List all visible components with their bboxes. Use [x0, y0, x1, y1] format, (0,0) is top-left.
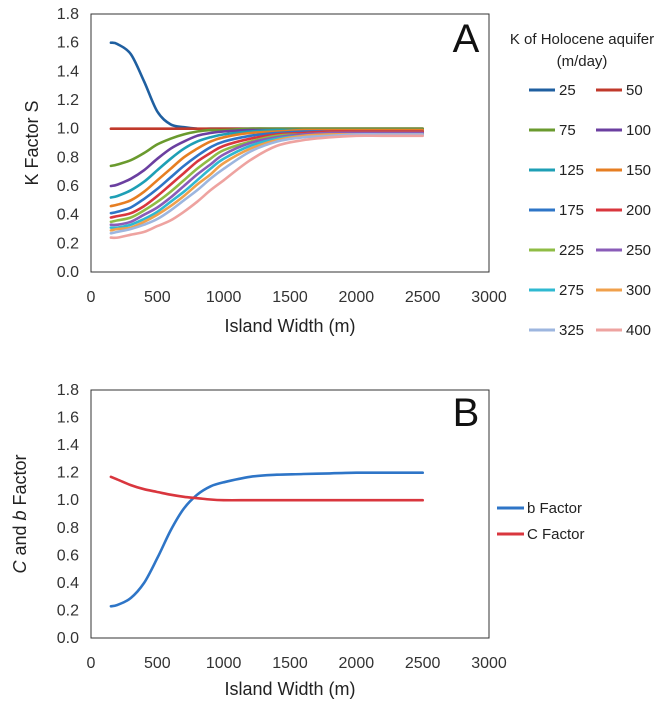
panel-letter-b: B	[453, 391, 480, 435]
x-tick-label: 3000	[471, 655, 507, 672]
y-tick-label: 0.6	[57, 547, 79, 564]
y-tick-label: 0.2	[57, 235, 79, 252]
legend-label: 25	[559, 82, 576, 99]
y-tick-label: 0.4	[57, 575, 79, 592]
x-tick-label: 1500	[272, 289, 308, 306]
legend-label: 250	[626, 242, 651, 259]
series-line-a-200	[109, 130, 424, 219]
series-lines-a	[109, 41, 424, 240]
legend-label: 200	[626, 202, 651, 219]
legend-label: 175	[559, 202, 584, 219]
y-tick-label: 0.0	[57, 264, 79, 281]
y-axis-title-part: and	[10, 520, 30, 560]
legend-label: 325	[559, 322, 584, 339]
y-tick-label: 0.8	[57, 149, 79, 166]
x-axis-title-a: Island Width (m)	[224, 316, 355, 336]
y-tick-label: 1.4	[57, 63, 79, 80]
y-tick-label: 1.8	[57, 382, 79, 399]
x-tick-label: 0	[87, 289, 96, 306]
legend-b: b Factor C Factor	[497, 500, 585, 543]
plot-area-b	[90, 389, 490, 639]
legend-label: 300	[626, 282, 651, 299]
series-line-b-c-factor	[109, 475, 424, 502]
series-line-a-325	[109, 133, 424, 235]
y-tick-label: 1.2	[57, 92, 79, 109]
x-axis-title-b: Island Width (m)	[224, 679, 355, 699]
y-tick-label: 1.0	[57, 492, 79, 509]
y-axis-title-a: K Factor S	[22, 100, 42, 185]
legend-label: 150	[626, 162, 651, 179]
y-tick-label: 1.4	[57, 437, 79, 454]
series-line-a-250	[109, 131, 424, 227]
x-tick-label: 2500	[405, 289, 441, 306]
series-lines-b	[109, 471, 424, 608]
y-axis-title-b: C and b Factor	[10, 454, 30, 573]
y-tick-label: 1.6	[57, 410, 79, 427]
panel-letter-a: A	[453, 17, 480, 61]
axes-a: 0.0 0.2 0.4 0.6 0.8 1.0 1.2 1.4 1.6 1.8 0 500 1000 15…	[57, 6, 507, 306]
x-tick-label: 2000	[339, 289, 375, 306]
legend-title-line1: K of Holocene aquifer	[510, 31, 654, 48]
y-tick-label: 1.2	[57, 465, 79, 482]
panel-b: 0.0 0.2 0.4 0.6 0.8 1.0 1.2 1.4 1.6 1.8 0 500 1000 15…	[10, 382, 585, 699]
legend-label: C Factor	[527, 526, 585, 543]
legend-label: 400	[626, 322, 651, 339]
series-line-a-75	[109, 127, 424, 168]
y-tick-label: 0.6	[57, 178, 79, 195]
y-tick-label: 0.8	[57, 520, 79, 537]
legend-label: 275	[559, 282, 584, 299]
legend-a: K of Holocene aquifer (m/day) 25 50 75 100 1…	[510, 31, 654, 339]
y-tick-label: 1.0	[57, 121, 79, 138]
series-line-a-400	[109, 134, 424, 240]
series-line-a-150	[109, 128, 424, 208]
axes-b: 0.0 0.2 0.4 0.6 0.8 1.0 1.2 1.4 1.6 1.8 0 500 1000 15…	[57, 382, 507, 672]
x-tick-label: 2500	[405, 655, 441, 672]
x-tick-label: 500	[144, 655, 171, 672]
y-tick-label: 0.0	[57, 630, 79, 647]
x-tick-label: 0	[87, 655, 96, 672]
y-tick-label: 0.4	[57, 207, 79, 224]
y-axis-title-part: C	[10, 560, 30, 574]
x-tick-label: 1500	[272, 655, 308, 672]
x-tick-label: 3000	[471, 289, 507, 306]
y-tick-label: 1.6	[57, 35, 79, 52]
x-tick-label: 1000	[206, 655, 242, 672]
y-tick-label: 1.8	[57, 6, 79, 23]
series-line-b-b-factor	[109, 471, 424, 608]
x-tick-label: 2000	[339, 655, 375, 672]
legend-label: 125	[559, 162, 584, 179]
legend-label: b Factor	[527, 500, 582, 517]
panel-a: 0.0 0.2 0.4 0.6 0.8 1.0 1.2 1.4 1.6 1.8 0 500 1000 15…	[22, 6, 654, 339]
legend-label: 225	[559, 242, 584, 259]
x-tick-label: 1000	[206, 289, 242, 306]
legend-label: 75	[559, 122, 576, 139]
y-axis-title-part: b	[10, 510, 30, 520]
y-tick-label: 0.2	[57, 602, 79, 619]
x-tick-label: 500	[144, 289, 171, 306]
legend-title-line2: (m/day)	[557, 53, 608, 70]
legend-label: 50	[626, 82, 643, 99]
y-axis-title-part: Factor	[10, 454, 30, 510]
legend-label: 100	[626, 122, 651, 139]
